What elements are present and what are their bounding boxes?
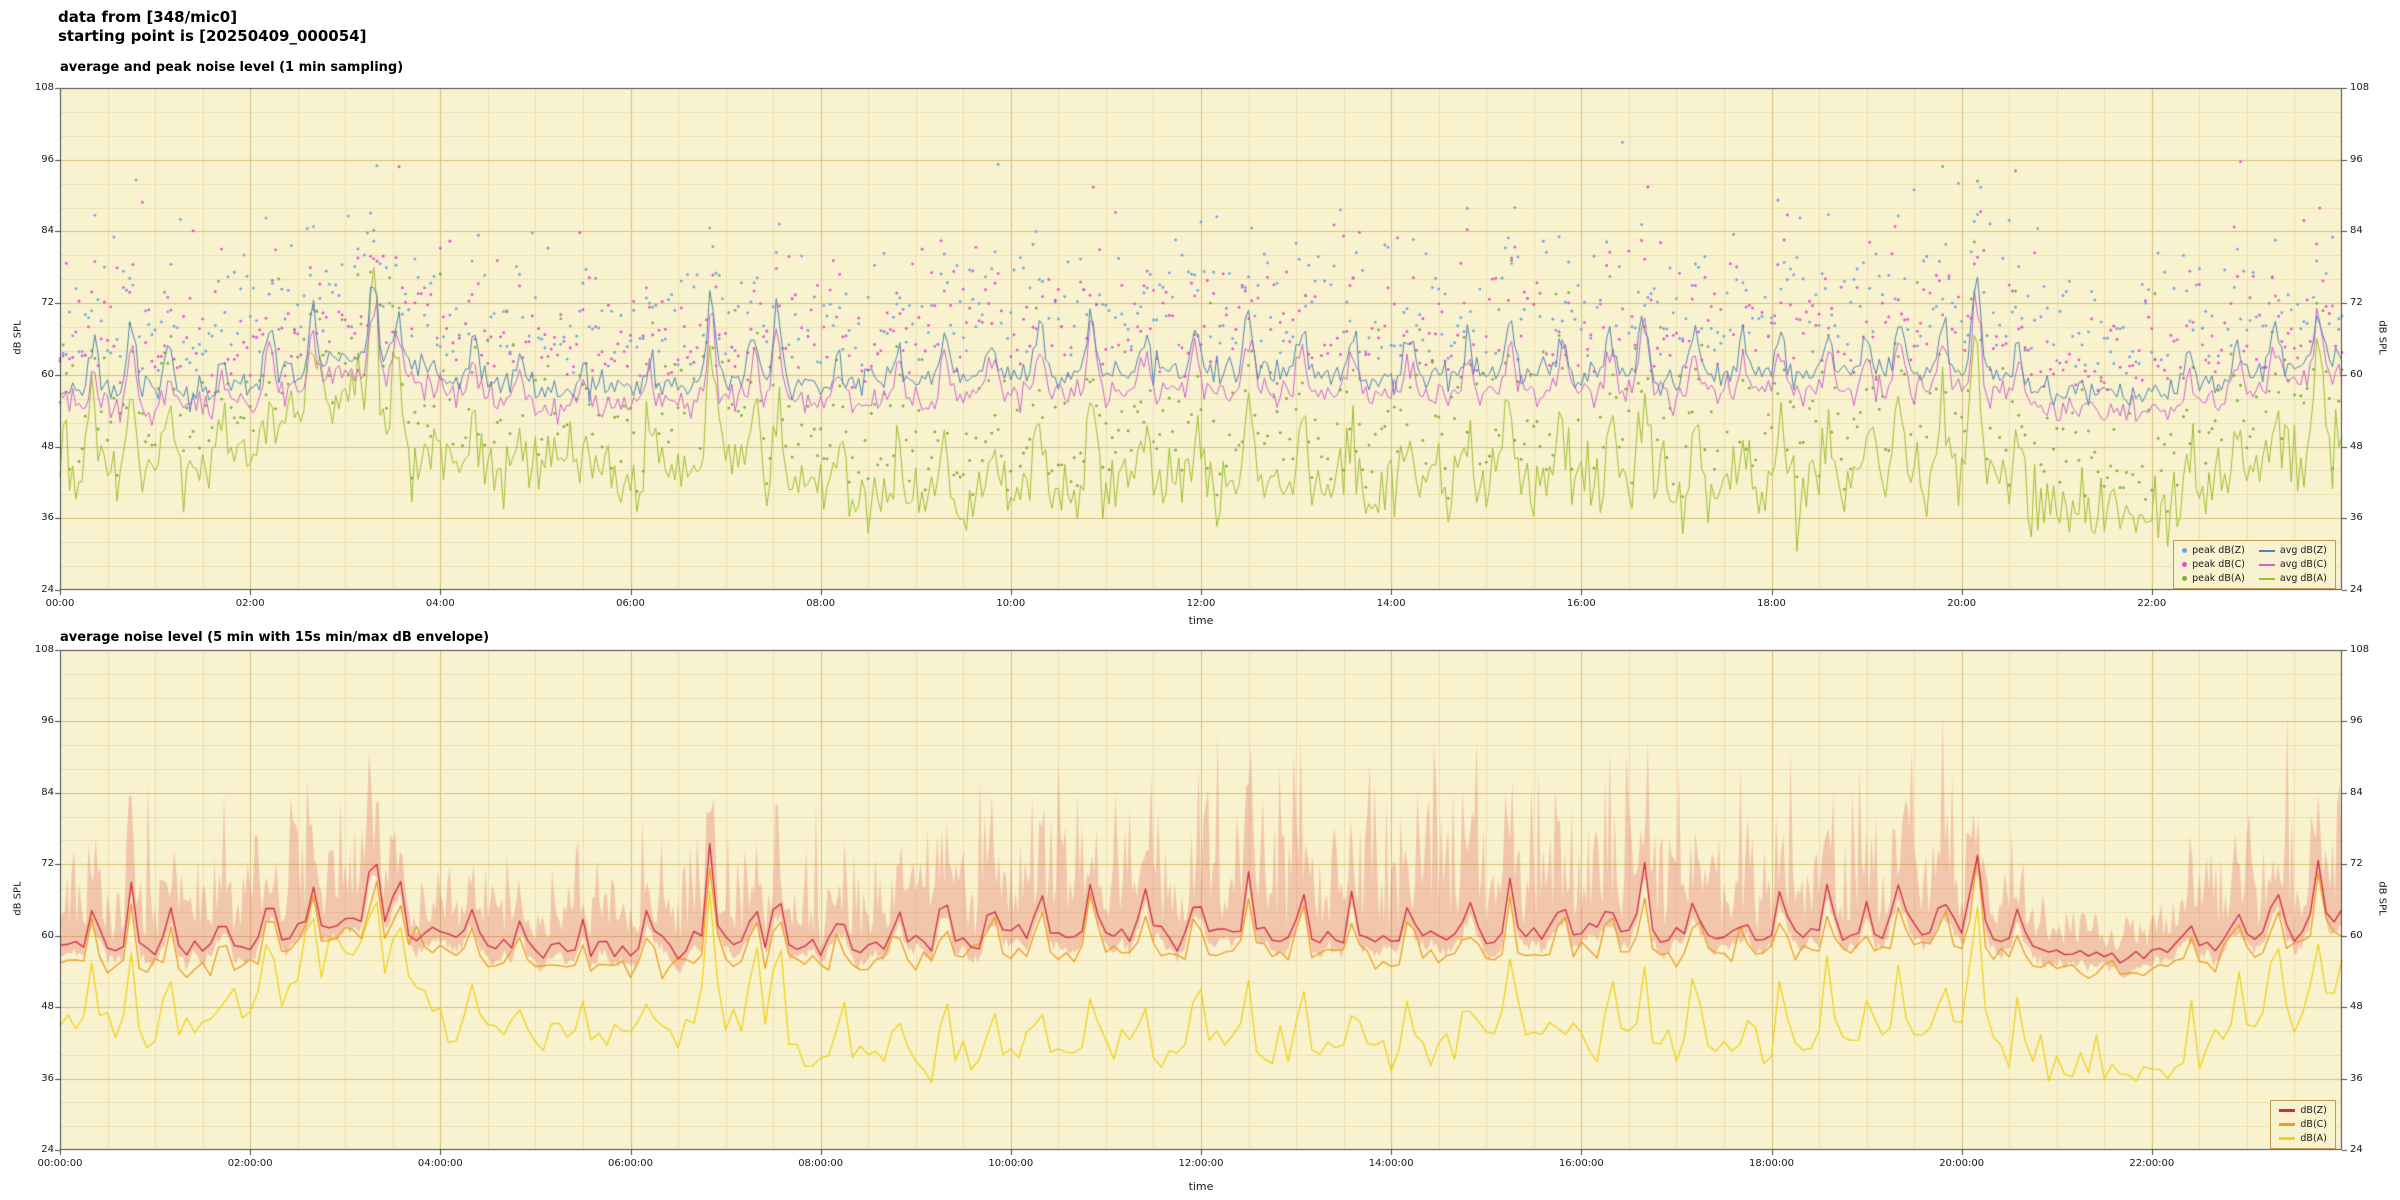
legend-entry: dB(C) [2279,1119,2327,1130]
legend-entry: peak dB(Z) [2182,545,2245,556]
xtick-label: 18:00:00 [1749,1158,1794,1169]
xtick-label: 16:00 [1566,598,1596,609]
ytick-label-left: 84 [41,225,54,237]
legend-line-marker [2279,1137,2296,1140]
xtick-label: 22:00:00 [2129,1158,2175,1169]
chart2-title: average noise level (5 min with 15s min/… [60,630,490,645]
ytick-label-right: 72 [2350,297,2363,309]
ytick-label-right: 84 [2350,786,2363,798]
chart1-legend: peak dB(Z) peak dB(C) peak dB(A) avg dB(Z) a… [2173,540,2336,589]
xtick-label: 00:00:00 [37,1158,83,1169]
ytick-label-right: 60 [2350,929,2363,941]
legend-entry: dB(A) [2279,1133,2327,1144]
xtick-label: 12:00:00 [1178,1158,1224,1169]
ytick-label-left: 108 [34,644,54,655]
legend-label: dB(Z) [2300,1105,2327,1116]
header-starting-point: starting point is [20250409_000054] [58,27,367,45]
ytick-label-left: 108 [34,82,54,93]
ytick-label-right: 96 [2350,153,2363,165]
legend-dot-marker [2182,576,2188,581]
xtick-label: 04:00 [425,598,455,609]
ytick-label-right: 60 [2350,368,2363,380]
ytick-label-left: 72 [41,858,54,870]
ytick-label-left: 24 [41,1144,54,1155]
legend-label: avg dB(C) [2279,559,2327,570]
legend-line-marker [2279,1123,2296,1126]
xtick-label: 02:00 [235,598,265,609]
ytick-label-left: 48 [41,1001,54,1013]
chart2-legend: dB(Z) dB(C) dB(A) [2270,1100,2336,1149]
xtick-label: 18:00 [1757,598,1786,609]
ytick-label-left: 36 [41,1072,54,1084]
legend-entry: dB(Z) [2279,1105,2327,1116]
ytick-label-right: 84 [2350,225,2363,237]
xtick-label: 04:00:00 [417,1158,463,1169]
chart1-title: average and peak noise level (1 min samp… [60,60,404,75]
legend-entry: avg dB(C) [2258,559,2327,570]
xtick-label: 00:00 [45,598,75,609]
xtick-label: 02:00:00 [227,1158,273,1169]
ytick-label-right: 48 [2350,440,2363,452]
legend-label: avg dB(A) [2279,573,2327,584]
xtick-label: 12:00 [1186,598,1216,609]
ytick-label-left: 60 [41,368,54,380]
ytick-label-left: 84 [41,786,54,798]
legend-entry: avg dB(A) [2258,573,2327,584]
ytick-label-right: 108 [2350,82,2370,93]
legend-label: peak dB(Z) [2192,545,2245,556]
ytick-label-left: 24 [41,584,54,595]
x-axis-label: time [1188,1180,1214,1193]
ytick-label-left: 96 [41,715,54,727]
ytick-label-right: 36 [2350,1072,2363,1084]
xtick-label: 06:00 [616,598,645,609]
legend-label: dB(A) [2300,1133,2327,1144]
y-axis-label-left: dB SPL [12,881,24,916]
y-axis-label-left: dB SPL [12,320,24,355]
legend-line-marker [2258,577,2275,580]
legend-dot-marker [2182,548,2188,553]
xtick-label: 10:00 [996,598,1026,609]
ytick-label-right: 24 [2350,1144,2363,1155]
xtick-label: 08:00 [806,598,836,609]
xtick-label: 22:00 [2137,598,2167,609]
x-axis-label: time [1188,614,1214,627]
legend-label: peak dB(A) [2192,573,2245,584]
legend-line-marker [2279,1109,2296,1112]
ytick-label-left: 36 [41,512,54,524]
ytick-label-right: 36 [2350,512,2363,524]
legend-label: peak dB(C) [2192,559,2245,570]
ytick-label-right: 108 [2350,644,2370,655]
ytick-label-right: 96 [2350,715,2363,727]
legend-entry: peak dB(C) [2182,559,2245,570]
header-data-source: data from [348/mic0] [58,8,238,26]
legend-line-marker [2258,563,2275,566]
xtick-label: 08:00:00 [798,1158,844,1169]
legend-label: avg dB(Z) [2279,545,2327,556]
ytick-label-right: 24 [2350,584,2363,595]
ytick-label-right: 72 [2350,858,2363,870]
legend-entry: avg dB(Z) [2258,545,2327,556]
ytick-label-left: 96 [41,153,54,165]
y-axis-label-right: dB SPL [2376,881,2388,916]
xtick-label: 14:00 [1376,598,1406,609]
xtick-label: 20:00:00 [1939,1158,1985,1169]
ytick-label-right: 48 [2350,1001,2363,1013]
xtick-label: 20:00 [1947,598,1977,609]
ytick-label-left: 48 [41,440,54,452]
xtick-label: 06:00:00 [608,1158,653,1169]
xtick-label: 14:00:00 [1368,1158,1414,1169]
legend-entry: peak dB(A) [2182,573,2245,584]
xtick-label: 16:00:00 [1558,1158,1604,1169]
y-axis-label-right: dB SPL [2376,320,2388,355]
legend-label: dB(C) [2300,1119,2327,1130]
ytick-label-left: 72 [41,297,54,309]
xtick-label: 10:00:00 [988,1158,1034,1169]
legend-dot-marker [2182,562,2188,567]
legend-line-marker [2258,549,2275,552]
ytick-label-left: 60 [41,929,54,941]
